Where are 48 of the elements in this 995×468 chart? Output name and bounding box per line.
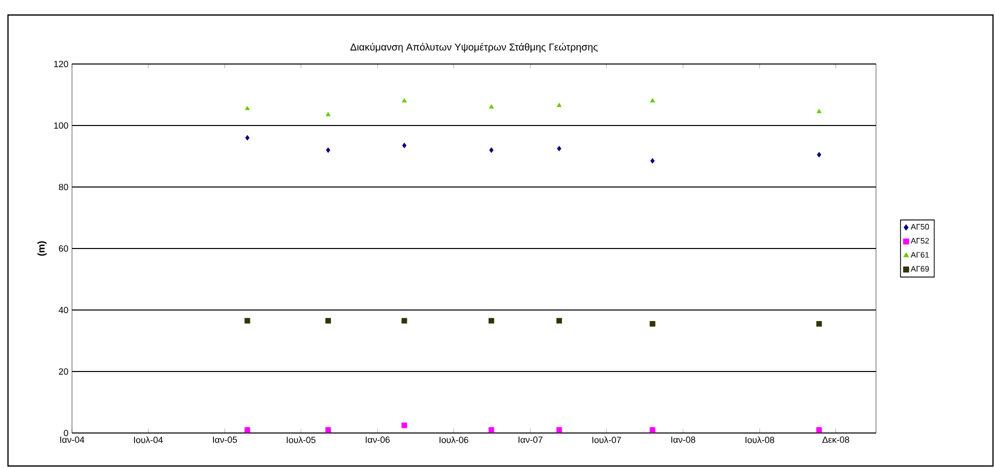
x-tick-label: Ιουλ-04 [134, 436, 163, 444]
y-tick-label: 20 [58, 368, 68, 375]
point [556, 427, 562, 433]
point [489, 147, 494, 153]
point [245, 135, 250, 141]
x-tick-label: Ιαν-06 [366, 436, 390, 443]
x-tick-label: Ιουλ-05 [286, 436, 316, 444]
x-tick-label: Ιαν-08 [671, 436, 696, 443]
x-tick-label: Ιουλ-06 [440, 436, 468, 444]
point [488, 104, 494, 109]
point [244, 318, 250, 324]
point [326, 147, 330, 153]
y-tick-label: 0 [64, 430, 68, 436]
x-tick-label: Ιαν-04 [60, 436, 84, 443]
x-tick-label: Ιουλ-07 [592, 436, 621, 444]
y-tick-label: 100 [54, 122, 68, 129]
point [556, 318, 562, 324]
point [325, 427, 331, 433]
chart-title: Διακύμανση Απόλυτων Υψομέτρων Στάθμης Γεώτρησης [350, 42, 598, 52]
y-tick-label: 60 [58, 245, 68, 252]
point [488, 318, 494, 324]
point [402, 98, 407, 102]
point [650, 98, 655, 102]
x-tick-label: Ιουλ-08 [746, 436, 774, 444]
point [816, 108, 822, 114]
point [816, 321, 822, 327]
point [244, 427, 250, 433]
x-tick-label: Δεκ-08 [822, 436, 850, 443]
x-tick-label: Ιαν-05 [213, 436, 237, 443]
y-tick-label: 80 [58, 184, 68, 190]
point [650, 427, 656, 433]
x-tick-label: Ιαν-07 [518, 436, 542, 443]
point [326, 112, 331, 116]
point [402, 422, 408, 428]
point [650, 321, 656, 327]
point [816, 427, 822, 433]
point [244, 106, 250, 110]
y-tick-label: 40 [58, 306, 68, 314]
point [402, 318, 408, 324]
y-tick-label: 120 [54, 60, 68, 68]
point [816, 152, 822, 158]
point [402, 142, 406, 148]
point [488, 427, 494, 433]
point [325, 318, 331, 324]
point [556, 102, 562, 108]
y-axis-title: (m) [37, 241, 47, 256]
point [557, 146, 562, 152]
point [650, 158, 655, 164]
